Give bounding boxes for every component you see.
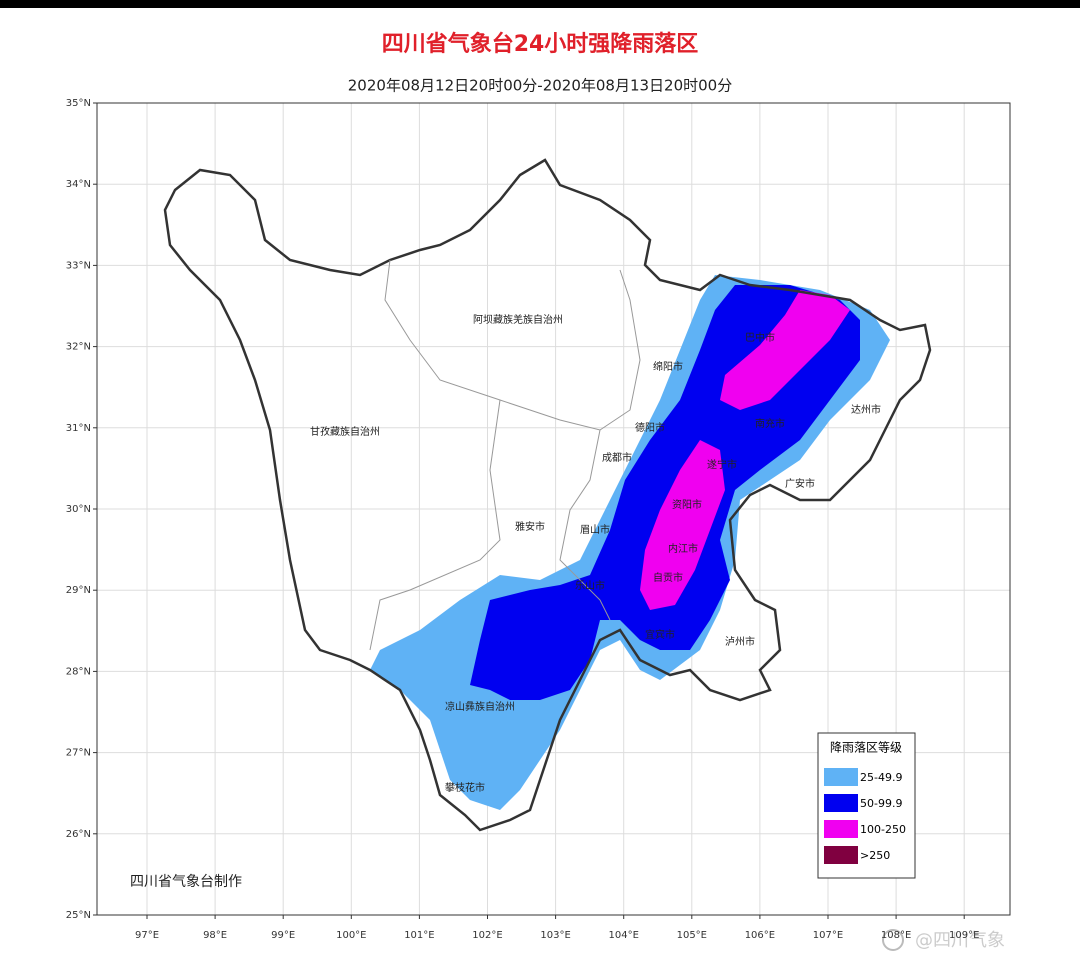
lat-tick-label: 27°N — [66, 748, 91, 759]
lon-tick-label: 108°E — [881, 930, 911, 941]
lon-tick-label: 97°E — [135, 930, 159, 941]
legend-title: 降雨落区等级 — [830, 741, 902, 755]
lat-tick-label: 31°N — [66, 423, 91, 434]
watermark-icon — [882, 929, 904, 951]
watermark: @四川气象 — [915, 930, 1005, 951]
lon-tick-label: 101°E — [404, 930, 434, 941]
legend: 降雨落区等级 25-49.9 50-99.9 100-250 >250 — [817, 732, 916, 879]
city-border — [559, 429, 611, 621]
legend-label: 100-250 — [860, 823, 906, 836]
lon-tick-label: 105°E — [677, 930, 707, 941]
lat-tick-label: 25°N — [66, 910, 91, 921]
lon-tick-label: 103°E — [540, 930, 570, 941]
lon-tick-label: 106°E — [745, 930, 775, 941]
region-label: 眉山市 — [580, 523, 610, 536]
rain-areas — [370, 275, 890, 810]
rain-100 — [720, 290, 850, 410]
legend-swatch — [824, 768, 858, 786]
region-label: 遂宁市 — [707, 458, 737, 471]
region-label: 宜宾市 — [645, 628, 675, 641]
lat-tick-label: 28°N — [66, 666, 91, 677]
legend-swatch — [824, 820, 858, 838]
lat-tick-label: 34°N — [66, 179, 91, 190]
region-label: 凉山彝族自治州 — [445, 700, 515, 713]
region-label: 泸州市 — [725, 635, 755, 648]
lon-tick-label: 102°E — [472, 930, 502, 941]
lat-tick-label: 33°N — [66, 260, 91, 271]
region-label: 自贡市 — [653, 571, 683, 584]
lon-tick-label: 104°E — [608, 930, 638, 941]
city-borders — [369, 259, 641, 651]
rain-100 — [640, 440, 725, 610]
region-label: 乐山市 — [575, 579, 605, 592]
lat-tick-label: 29°N — [66, 585, 91, 596]
province-border — [163, 158, 932, 832]
lat-tick-label: 32°N — [66, 342, 91, 353]
legend-swatch — [824, 846, 858, 864]
region-label: 巴中市 — [745, 331, 775, 344]
region-label: 甘孜藏族自治州 — [310, 425, 380, 438]
lon-tick-label: 109°E — [949, 930, 979, 941]
top-bar — [0, 0, 1080, 8]
city-border — [384, 259, 641, 431]
city-labels: 阿坝藏族羌族自治州 甘孜藏族自治州 绵阳市 巴中市 达州市 德阳市 南充市 成都… — [310, 313, 881, 794]
lat-tick-label: 26°N — [66, 829, 91, 840]
lat-tick-label: 35°N — [66, 98, 91, 109]
region-label: 资阳市 — [672, 498, 702, 511]
region-label: 达州市 — [851, 403, 881, 416]
lon-tick-label: 100°E — [336, 930, 366, 941]
region-label: 德阳市 — [635, 421, 665, 434]
region-label: 攀枝花市 — [445, 781, 485, 794]
lon-tick-label: 99°E — [271, 930, 295, 941]
region-label: 阿坝藏族羌族自治州 — [473, 313, 563, 326]
legend-swatch — [824, 794, 858, 812]
legend-label: >250 — [860, 849, 890, 862]
lon-tick-label: 107°E — [813, 930, 843, 941]
credit: 四川省气象台制作 — [130, 874, 242, 890]
title: 四川省气象台24小时强降雨落区 — [382, 31, 699, 57]
lat-tick-label: 30°N — [66, 504, 91, 515]
city-border — [369, 399, 501, 651]
map-frame — [96, 102, 1011, 916]
lon-tick-label: 98°E — [203, 930, 227, 941]
subtitle: 2020年08月12日20时00分-2020年08月13日20时00分 — [348, 77, 732, 95]
region-label: 广安市 — [785, 477, 815, 490]
legend-label: 25-49.9 — [860, 771, 902, 784]
region-label: 雅安市 — [515, 520, 545, 533]
region-label: 成都市 — [602, 451, 632, 464]
legend-label: 50-99.9 — [860, 797, 902, 810]
region-label: 内江市 — [668, 542, 698, 555]
region-label: 南充市 — [755, 417, 785, 430]
region-label: 绵阳市 — [653, 360, 683, 373]
